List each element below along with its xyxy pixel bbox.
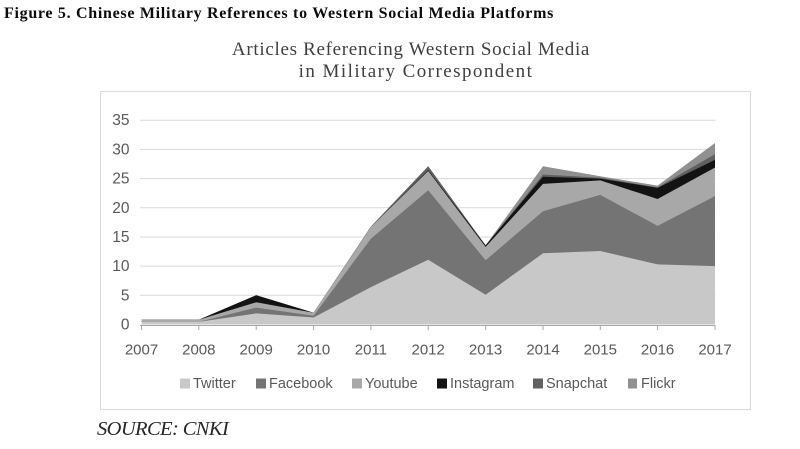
svg-text:2013: 2013	[469, 342, 502, 359]
svg-text:15: 15	[112, 229, 129, 246]
svg-text:10: 10	[112, 258, 130, 275]
svg-text:Twitter: Twitter	[193, 376, 236, 392]
svg-text:2012: 2012	[412, 342, 445, 359]
svg-text:0: 0	[121, 317, 130, 334]
svg-text:2007: 2007	[125, 342, 158, 359]
svg-text:Flickr: Flickr	[641, 376, 676, 392]
svg-text:2009: 2009	[240, 342, 273, 359]
svg-text:35: 35	[112, 112, 129, 129]
svg-text:2016: 2016	[641, 342, 674, 359]
svg-text:5: 5	[121, 287, 130, 304]
svg-text:2011: 2011	[355, 342, 387, 359]
svg-text:2015: 2015	[584, 342, 617, 359]
svg-text:in Military Correspondent: in Military Correspondent	[299, 61, 534, 82]
svg-text:Figure 5. Chinese Military Ref: Figure 5. Chinese Military References to…	[4, 5, 554, 22]
svg-text:2017: 2017	[698, 342, 731, 359]
svg-text:2014: 2014	[526, 342, 559, 359]
svg-text:Youtube: Youtube	[365, 376, 418, 392]
svg-text:SOURCE: CNKI: SOURCE: CNKI	[97, 418, 230, 440]
svg-text:Articles Referencing Western S: Articles Referencing Western Social Medi…	[232, 39, 590, 60]
svg-text:Snapchat: Snapchat	[546, 376, 607, 392]
svg-text:25: 25	[112, 171, 129, 188]
svg-text:20: 20	[112, 200, 130, 217]
svg-text:30: 30	[112, 141, 130, 158]
svg-text:2010: 2010	[297, 342, 330, 359]
svg-text:Facebook: Facebook	[269, 376, 333, 392]
svg-text:2008: 2008	[182, 342, 215, 359]
svg-text:Instagram: Instagram	[450, 376, 514, 392]
